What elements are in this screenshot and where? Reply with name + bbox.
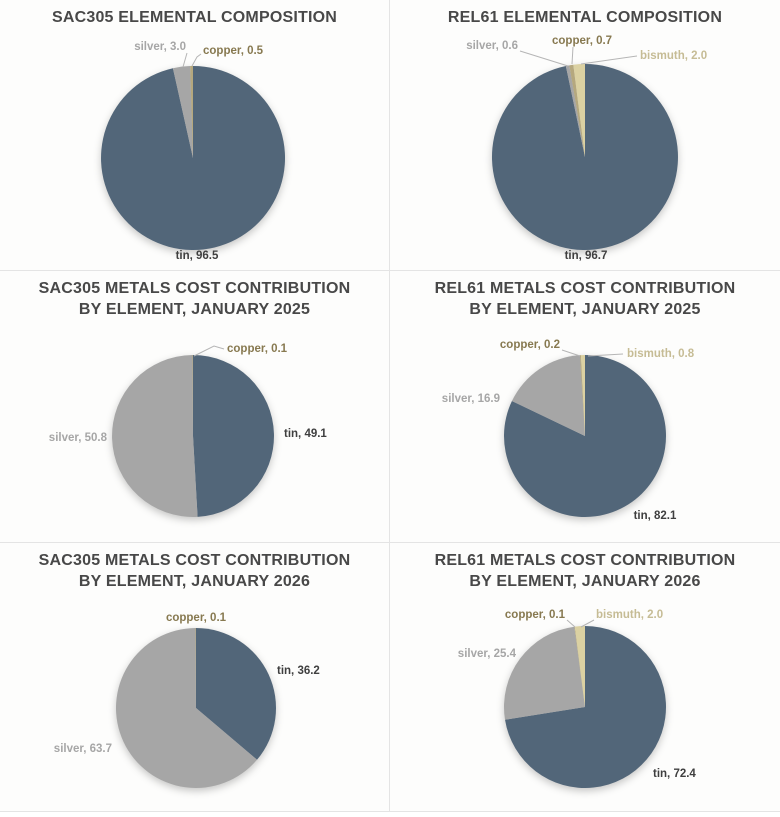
pie-slice-bismuth bbox=[573, 63, 585, 157]
pie-chart-rel61-cost-jan-2026: copper, 0.1 bismuth, 2.0 silver, 25.4 tin, … bbox=[458, 609, 696, 788]
pie-slice-silver bbox=[565, 65, 585, 157]
pie-chart-sac305-cost-jan-2025: copper, 0.1 tin, 49.1 silver, 50.8 bbox=[49, 343, 327, 517]
data-label-copper: copper, 0.2 bbox=[500, 339, 560, 351]
pie-slice-silver bbox=[511, 355, 585, 436]
leader-line-copper bbox=[571, 46, 574, 65]
data-label-copper: copper, 0.5 bbox=[203, 45, 264, 57]
pie-chart-rel61-elemental-composition: silver, 0.6 copper, 0.7 bismuth, 2.0 tin, 9… bbox=[466, 35, 707, 262]
data-label-tin: tin, 82.1 bbox=[634, 510, 677, 522]
leader-line-bismuth bbox=[587, 353, 624, 357]
data-label-silver: silver, 16.9 bbox=[442, 393, 500, 405]
pie-slice-copper bbox=[195, 627, 196, 708]
data-label-bismuth: bismuth, 2.0 bbox=[596, 609, 663, 621]
chart-title: SAC305 METALS COST CONTRIBUTION BY ELEME… bbox=[0, 278, 389, 320]
chart-title: REL61 METALS COST CONTRIBUTION BY ELEMEN… bbox=[390, 278, 780, 320]
pie-slice-tin bbox=[196, 628, 277, 760]
data-label-silver: silver, 63.7 bbox=[54, 743, 112, 755]
pie-chart-sac305-elemental-composition: silver, 3.0 copper, 0.5 tin, 96.5 bbox=[101, 41, 286, 262]
pie bbox=[112, 354, 274, 517]
chart-title-line: REL61 ELEMENTAL COMPOSITION bbox=[447, 9, 723, 26]
leader-line-copper bbox=[191, 53, 202, 67]
pie bbox=[101, 66, 286, 250]
data-label-copper: copper, 0.1 bbox=[166, 612, 227, 624]
chart-title: REL61 METALS COST CONTRIBUTION BY ELEMEN… bbox=[390, 550, 780, 592]
pie-slice-bismuth bbox=[574, 626, 585, 707]
chart-title-line: SAC305 METALS COST CONTRIBUTION bbox=[38, 552, 351, 569]
data-label-copper: copper, 0.1 bbox=[505, 609, 566, 621]
pie-slice-tin bbox=[504, 355, 667, 517]
pie-slice-copper bbox=[192, 354, 193, 436]
pie-slice-bismuth bbox=[580, 355, 585, 436]
chart-title: REL61 ELEMENTAL COMPOSITION bbox=[390, 7, 780, 28]
chart-title-line: REL61 METALS COST CONTRIBUTION bbox=[434, 552, 736, 569]
data-label-tin: tin, 49.1 bbox=[284, 428, 327, 440]
pie-slice-tin bbox=[505, 626, 667, 788]
chart-title: SAC305 METALS COST CONTRIBUTION BY ELEME… bbox=[0, 550, 389, 592]
chart-title-line: BY ELEMENT, JANUARY 2026 bbox=[469, 573, 701, 590]
chart-title-line: BY ELEMENT, JANUARY 2025 bbox=[469, 301, 701, 318]
chart-title-line: SAC305 ELEMENTAL COMPOSITION bbox=[51, 9, 338, 26]
data-label-bismuth: bismuth, 0.8 bbox=[627, 348, 695, 360]
chart-cell-rel61-elemental-composition: REL61 ELEMENTAL COMPOSITION silver, 0.6 c… bbox=[390, 0, 780, 271]
data-label-tin: tin, 72.4 bbox=[653, 768, 696, 780]
pie-slice-silver bbox=[112, 355, 198, 517]
chart-cell-sac305-cost-jan-2026: SAC305 METALS COST CONTRIBUTION BY ELEME… bbox=[0, 543, 390, 812]
leader-line-bismuth bbox=[580, 55, 638, 65]
chart-cell-sac305-elemental-composition: SAC305 ELEMENTAL COMPOSITION silver, 3.0… bbox=[0, 0, 390, 271]
pie-chart-sac305-cost-jan-2026: copper, 0.1 tin, 36.2 silver, 63.7 bbox=[54, 612, 320, 788]
leader-line-silver bbox=[182, 52, 188, 68]
leader-line-bismuth bbox=[580, 619, 595, 628]
pie bbox=[116, 627, 277, 788]
data-label-silver: silver, 3.0 bbox=[134, 41, 186, 53]
pie-slice-copper bbox=[574, 626, 585, 707]
chart-title-line: BY ELEMENT, JANUARY 2026 bbox=[78, 573, 311, 590]
chart-title-line: BY ELEMENT, JANUARY 2025 bbox=[78, 301, 311, 318]
leader-line-copper bbox=[566, 619, 576, 628]
chart-title-line: SAC305 METALS COST CONTRIBUTION bbox=[38, 280, 351, 297]
chart-title: SAC305 ELEMENTAL COMPOSITION bbox=[0, 7, 389, 28]
leader-line-copper bbox=[193, 345, 225, 357]
chart-cell-rel61-cost-jan-2025: REL61 METALS COST CONTRIBUTION BY ELEMEN… bbox=[390, 271, 780, 543]
data-label-bismuth: bismuth, 2.0 bbox=[640, 50, 707, 62]
data-label-tin: tin, 96.7 bbox=[565, 250, 608, 262]
pie bbox=[491, 63, 678, 251]
pie bbox=[504, 355, 667, 517]
data-label-silver: silver, 50.8 bbox=[49, 432, 108, 444]
pie-slice-silver bbox=[172, 66, 193, 158]
data-label-copper: copper, 0.1 bbox=[227, 343, 288, 355]
chart-cell-rel61-cost-jan-2026: REL61 METALS COST CONTRIBUTION BY ELEMEN… bbox=[390, 543, 780, 812]
data-label-tin: tin, 36.2 bbox=[277, 665, 320, 677]
chart-cell-sac305-cost-jan-2025: SAC305 METALS COST CONTRIBUTION BY ELEME… bbox=[0, 271, 390, 543]
data-label-copper: copper, 0.7 bbox=[552, 35, 612, 47]
pie-chart-rel61-cost-jan-2025: copper, 0.2 bismuth, 0.8 silver, 16.9 tin, … bbox=[442, 339, 695, 522]
pie-slice-tin bbox=[101, 66, 286, 250]
leader-line-copper bbox=[561, 349, 581, 357]
data-label-silver: silver, 0.6 bbox=[466, 40, 518, 52]
pie-slice-copper bbox=[579, 355, 585, 436]
data-label-silver: silver, 25.4 bbox=[458, 648, 517, 660]
data-label-tin: tin, 96.5 bbox=[176, 250, 219, 262]
pie-slice-tin bbox=[193, 355, 274, 517]
leader-line-silver bbox=[519, 50, 569, 67]
pie-slice-copper bbox=[190, 66, 193, 158]
pie bbox=[504, 626, 667, 788]
pie-slice-silver bbox=[116, 628, 258, 788]
pie-slice-copper bbox=[569, 64, 585, 157]
pie-slice-silver bbox=[504, 626, 585, 720]
pie-slice-tin bbox=[491, 64, 678, 251]
chart-title-line: REL61 METALS COST CONTRIBUTION bbox=[434, 280, 736, 297]
